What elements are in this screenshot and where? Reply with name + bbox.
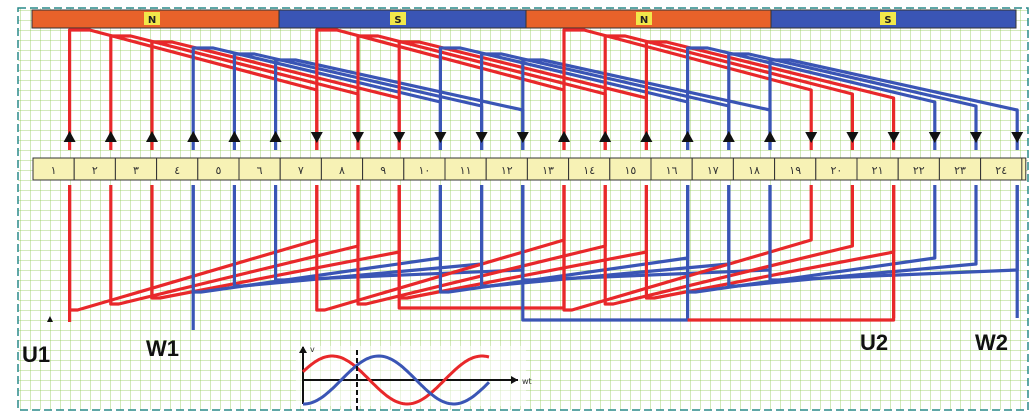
arrow-up-icon: [764, 131, 776, 142]
arrow-up-icon: [104, 131, 117, 142]
pole-label-1: N: [148, 15, 156, 26]
slot-number: ١٦: [666, 164, 678, 177]
arrow-down-icon: [846, 132, 859, 143]
pole-tag-bg: [880, 12, 896, 25]
top-coil-end: [768, 58, 1019, 150]
pole-tag-bg: [144, 12, 160, 25]
slot-number: ٧: [298, 164, 304, 177]
slot-number: ٣: [133, 164, 139, 177]
top-coil-end: [685, 46, 937, 150]
arrow-up-icon: [722, 131, 735, 142]
arrow-up-icon: [640, 131, 653, 142]
arrow-down-icon: [393, 132, 406, 143]
slot-number: ١٨: [748, 164, 760, 177]
arrow-down-icon: [352, 132, 364, 143]
arrow-up-icon: [228, 131, 241, 142]
waveform-x-label: wt: [522, 377, 532, 386]
x-axis-arrow-icon: [511, 376, 518, 384]
arrow-up-icon: [599, 131, 612, 142]
y-axis-arrow-icon: [299, 346, 307, 353]
bottom-coil-end: [727, 185, 978, 288]
arrow-down-icon: [434, 132, 447, 143]
arrow-up-icon: [681, 131, 694, 142]
waveform-inset: v wt: [296, 345, 532, 410]
slot-number: ١٩: [789, 164, 801, 177]
top-coil-end: [727, 52, 978, 150]
arrow-down-icon: [887, 132, 900, 143]
terminal-u2-label: U2: [860, 330, 888, 355]
slot-number: ١٣: [542, 164, 554, 177]
arrow-up-icon: [269, 131, 282, 142]
arrow-down-icon: [1011, 132, 1024, 143]
slot-number: ٢٤: [995, 164, 1007, 177]
arrow-down-icon: [516, 132, 529, 143]
arrow-down-icon: [475, 132, 488, 143]
slot-number: ١٥: [624, 164, 636, 177]
arrow-down-icon: [805, 132, 818, 143]
top-coil-end: [562, 28, 813, 150]
slot-number: ٤: [174, 164, 180, 177]
frame-border: [17, 7, 1029, 411]
pole-tag-bg: [636, 12, 652, 25]
slot-number: ٥: [215, 164, 221, 177]
slot-number: ١٢: [501, 164, 513, 177]
arrow-down-icon: [310, 132, 323, 143]
slot-number: ٢٣: [954, 164, 966, 177]
arrow-up-icon: [558, 131, 570, 142]
terminal-u1-label: U1: [22, 342, 50, 367]
slot-strip: ١ ٢ ٣ ٤ ٥ ٦ ٧ ٨ ٩ ١٠ ١١ ١٢ ١٣ ١٤ ١٥ ١٦ ١٧ ١٨ ١٩ ٢٠ ٢١ ٢٢ ٢٣ ٢٤: [32, 157, 1027, 181]
arrow-down-icon: [928, 132, 941, 143]
pole-jumper-w: [521, 185, 690, 322]
current-arrows: [63, 131, 1024, 143]
slot-number: ١: [51, 164, 57, 177]
top-coil-end: [644, 40, 896, 150]
slot-number: ١٤: [583, 164, 595, 177]
phase-w-waveform: [303, 354, 491, 406]
pole-label-2: S: [394, 15, 401, 26]
slot-number: ٨: [339, 164, 345, 177]
arrow-up-icon: [187, 131, 200, 142]
slot-number: ٢٢: [913, 164, 925, 177]
pole-jumper-u: [397, 185, 566, 310]
terminal-w1-label: W1: [146, 336, 179, 361]
bottom-coil-end: [603, 185, 855, 306]
terminal-marker-icon: [47, 316, 53, 322]
slot-number: ٢٠: [830, 164, 842, 177]
slot-number: ١١: [460, 164, 472, 177]
pole-label-3: N: [640, 15, 648, 26]
slot-number: ٩: [380, 164, 386, 177]
waveform-y-label: v: [310, 345, 315, 354]
pole-bar: N S N S: [31, 9, 1017, 29]
top-coil-end: [603, 34, 855, 150]
slot-number: ١٧: [707, 164, 719, 177]
terminal-w2-label: W2: [975, 330, 1008, 355]
slot-number: ٦: [257, 164, 263, 177]
arrow-up-icon: [63, 131, 76, 142]
slot-number: ٢: [92, 164, 98, 177]
phase-u-waveform: [301, 354, 490, 406]
slot-number: ٢١: [872, 164, 884, 177]
pole-tag-bg: [390, 12, 406, 25]
slot-number: ١٠: [418, 164, 430, 177]
slot-cell: [980, 157, 1023, 181]
pole-label-4: S: [884, 15, 891, 26]
arrow-up-icon: [146, 131, 158, 142]
arrow-down-icon: [970, 132, 982, 143]
coil-wires: [67, 28, 1019, 330]
